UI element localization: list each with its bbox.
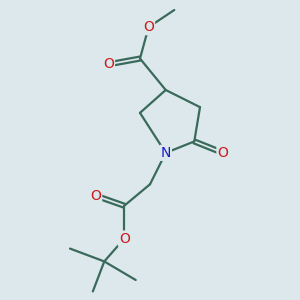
Text: O: O — [143, 20, 154, 34]
Text: O: O — [119, 232, 130, 246]
Text: N: N — [160, 146, 171, 160]
Text: O: O — [90, 189, 101, 203]
Text: O: O — [218, 146, 228, 160]
Text: O: O — [103, 57, 114, 71]
